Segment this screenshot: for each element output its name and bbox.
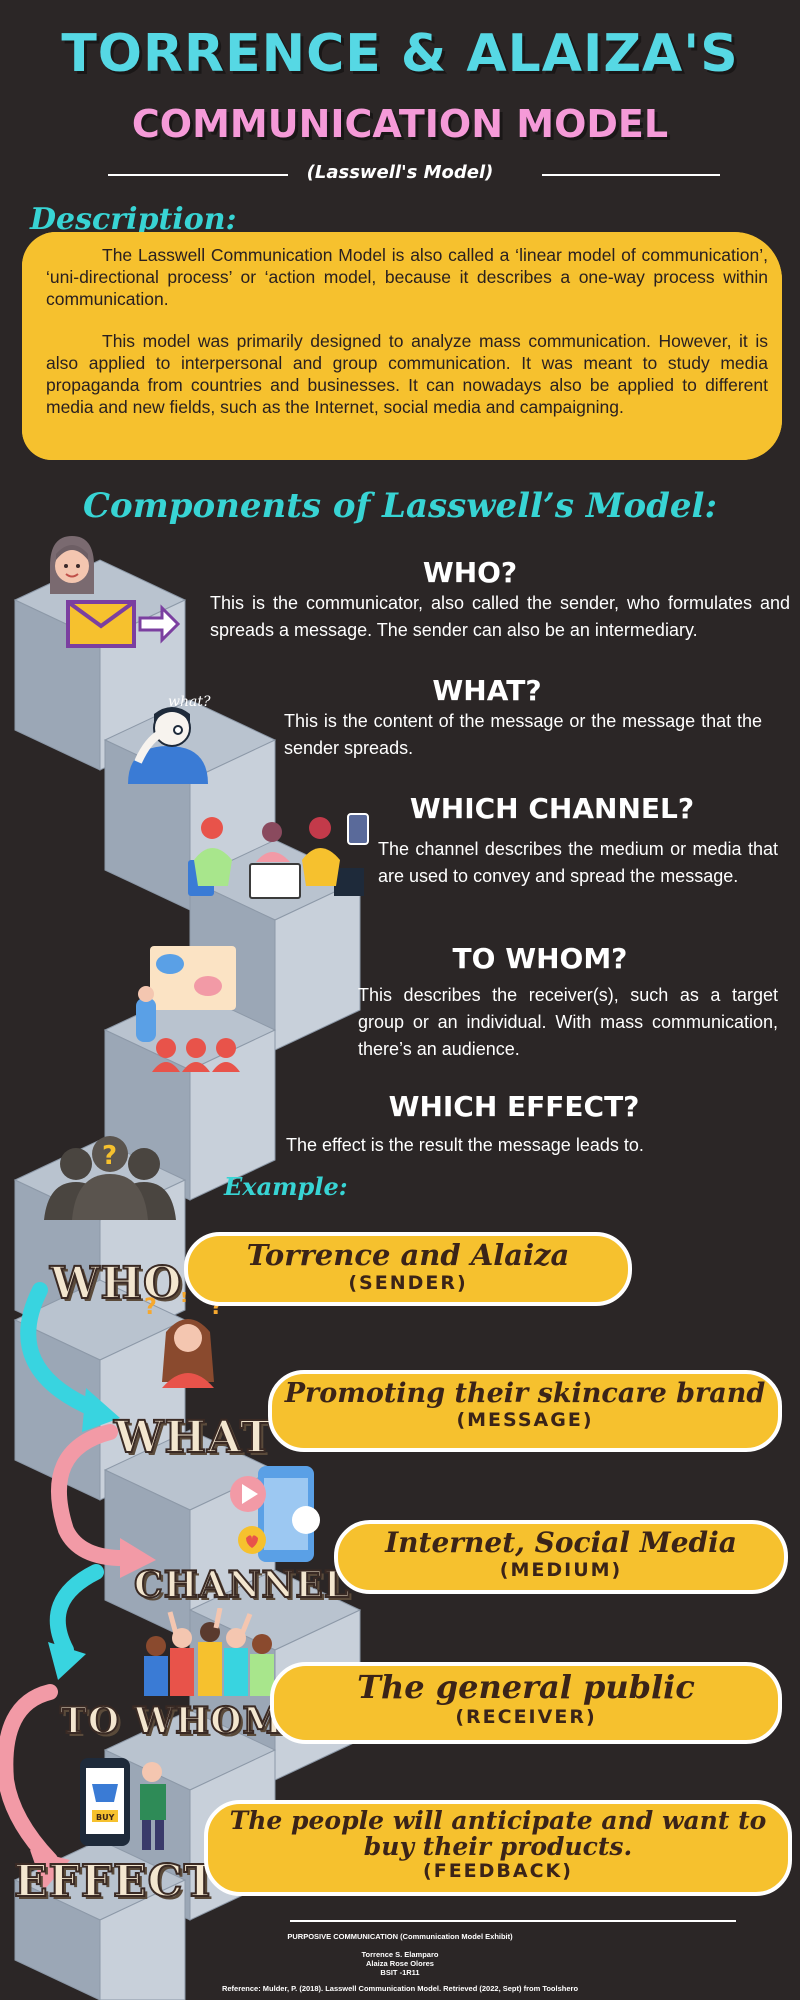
example-label-what: WHAT (113, 1411, 274, 1464)
example-role-effect: (FEEDBACK) (423, 1860, 573, 1882)
what-doodle-text: what? (168, 694, 211, 710)
component-title-to-whom: TO WHOM? (452, 942, 628, 975)
footer-course: PURPOSIVE COMMUNICATION (Communication M… (287, 1932, 513, 1941)
component-title-what: WHAT? (432, 674, 542, 707)
example-label-effect: EFFECT (13, 1855, 218, 1908)
example-heading: Example: (224, 1172, 348, 1201)
component-text-who: This is the communicator, also called th… (210, 593, 790, 640)
example-role-what: (MESSAGE) (456, 1409, 594, 1431)
example-value-who: Torrence and Alaiza (246, 1238, 570, 1272)
thinking-man-icon: what? (128, 694, 211, 784)
smartphone-media-icon (230, 1466, 320, 1562)
crowd-cheering-icon (144, 1608, 274, 1696)
svg-text:?: ? (102, 1141, 117, 1171)
chat-audience-icon (136, 946, 240, 1072)
component-title-channel: WHICH CHANNEL? (409, 792, 695, 825)
main-title: TORRENCE & ALAIZA'S (61, 24, 739, 84)
people-devices-icon (188, 813, 369, 899)
example-pill-what: Promoting their skincare brand (MESSAGE) (268, 1370, 782, 1452)
footer-author-1: Torrence S. Elamparo (361, 1950, 439, 1959)
footer-author-2: Alaiza Rose Olores (366, 1959, 434, 1968)
subtitle: COMMUNICATION MODEL (131, 102, 669, 146)
example-pill-who: Torrence and Alaiza (SENDER) (184, 1232, 632, 1306)
example-value-effect: The people will anticipate and want to b… (229, 1806, 767, 1861)
footer-divider (290, 1920, 736, 1922)
component-text-what: This is the content of the message or th… (284, 711, 762, 758)
description-paragraph-2: This model was primarily designed to ana… (46, 331, 768, 417)
envelope-icon (66, 600, 180, 648)
footer-section: BSIT -1R11 (380, 1968, 420, 1977)
example-role-to-whom: (RECEIVER) (455, 1706, 597, 1728)
component-text-effect: The effect is the result the message lea… (286, 1135, 644, 1155)
description-body: The Lasswell Communication Model is also… (46, 244, 768, 438)
component-text-channel: The channel describes the medium or medi… (378, 839, 778, 886)
component-title-effect: WHICH EFFECT? (388, 1090, 640, 1123)
title-divider-right (542, 174, 720, 176)
component-title-who: WHO? (422, 556, 518, 589)
example-role-channel: (MEDIUM) (499, 1559, 623, 1581)
example-label-channel: CHANNEL (133, 1563, 351, 1607)
component-text-to-whom: This describes the receiver(s), such as … (358, 985, 778, 1059)
description-heading: Description: (30, 202, 237, 237)
woman-question-icon: ? ! ? (144, 1292, 223, 1388)
buy-tag: BUY (96, 1813, 115, 1822)
flow-arrows-graphic (0, 1282, 156, 1890)
example-pill-to-whom: The general public (RECEIVER) (270, 1662, 782, 1744)
svg-text:?: ? (144, 1295, 157, 1320)
example-label-who: WHO (49, 1257, 183, 1310)
example-value-channel: Internet, Social Media (385, 1526, 737, 1559)
example-pill-effect: The people will anticipate and want to b… (204, 1800, 792, 1896)
components-heading: Components of Lasswell’s Model: (82, 486, 717, 526)
example-pill-channel: Internet, Social Media (MEDIUM) (334, 1520, 788, 1594)
example-value-what: Promoting their skincare brand (284, 1378, 766, 1409)
description-highlight (22, 232, 782, 460)
shopping-phone-icon: BUY (80, 1758, 166, 1850)
title-divider-left (108, 174, 288, 176)
svg-text:!: ! (180, 1292, 188, 1307)
example-value-to-whom: The general public (357, 1668, 695, 1706)
question-silhouette-icon: ? (44, 1136, 176, 1220)
description-paragraph-1: The Lasswell Communication Model is also… (46, 245, 768, 309)
model-label: (Lasswell's Model) (306, 162, 494, 183)
example-role-who: (SENDER) (348, 1272, 468, 1294)
woman-avatar-icon (50, 536, 94, 594)
footer-reference: Reference: Mulder, P. (2018). Lasswell C… (221, 1984, 579, 1993)
example-label-to-whom: TO WHOM (59, 1699, 284, 1743)
